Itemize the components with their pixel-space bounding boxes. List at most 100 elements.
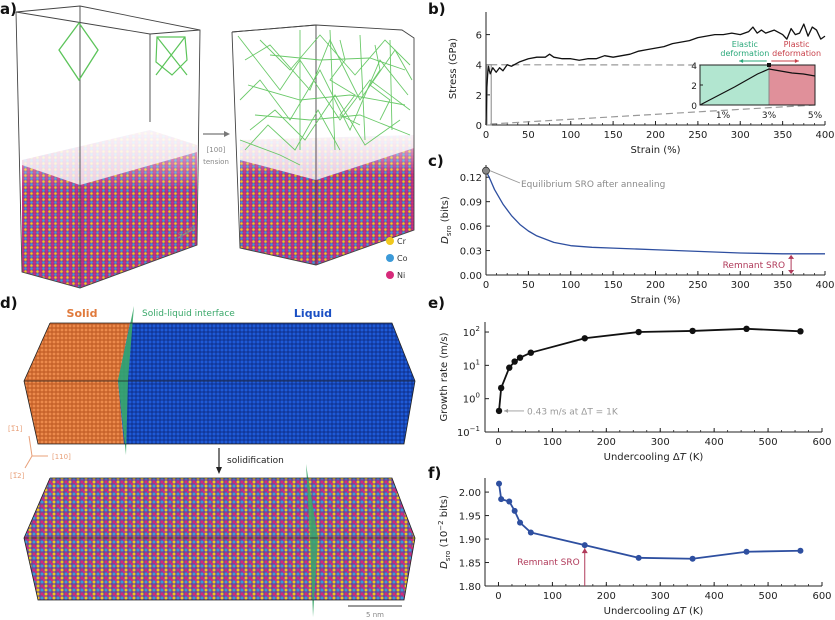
x-tick-label: 500	[759, 437, 778, 448]
data-point	[527, 529, 534, 536]
remnant-arrowhead-top	[788, 254, 795, 259]
dislocation-loop	[155, 36, 188, 76]
sample-before-tension: 5 nm	[15, 5, 201, 289]
legend-label-cr: Cr	[397, 237, 407, 246]
x-tick-label: 50	[522, 130, 535, 141]
axis-label-1m12: [1̅2]	[10, 472, 25, 480]
y-tick-label: 1.95	[459, 512, 481, 523]
data-point	[527, 349, 535, 356]
x-tick-label: 150	[604, 280, 623, 291]
y-tick-label: 2.00	[459, 488, 481, 499]
y-tick-label: 2	[476, 91, 482, 102]
x-tick-label: 400	[815, 280, 834, 291]
stress-curve	[485, 23, 826, 126]
x-axis-label: Undercooling ΔT (K)	[604, 452, 704, 463]
remnant-annotation: Remnant SRO	[517, 558, 580, 568]
data-point	[635, 328, 642, 336]
solidification-label: solidification	[227, 456, 284, 466]
arrow-label-line1: [100]	[207, 146, 226, 154]
x-tick-label: 200	[646, 280, 665, 291]
y-tick-label: 0.06	[460, 222, 482, 233]
arrow-label-line2: tension	[203, 158, 229, 166]
x-tick-label: 200	[646, 130, 665, 141]
axis-label-1m11: [1̅1]	[8, 425, 23, 433]
sro-curve	[485, 170, 825, 255]
x-tick-label: 350	[773, 130, 792, 141]
y-tick-label: 0.12	[460, 173, 482, 184]
interface-plane-2	[306, 464, 318, 617]
y-tick-label: 0.00	[460, 271, 482, 282]
x-tick-label: 500	[759, 591, 778, 602]
zoom-region	[486, 64, 492, 126]
data-point	[581, 335, 588, 342]
remnant-arrowhead	[581, 548, 588, 554]
inset-frame	[699, 64, 816, 106]
annotation-arrowhead	[504, 408, 509, 413]
remnant-annotation: Remnant SRO	[723, 261, 786, 271]
yield-marker	[767, 63, 771, 67]
x-tick-label: 250	[688, 280, 707, 291]
inset-chart: 0 2 4 1% 3% 5%	[691, 62, 822, 121]
y-tick-label: 0	[476, 121, 482, 132]
sro-undercooling-curve	[498, 483, 801, 560]
x-tick-label: 300	[651, 591, 670, 602]
cr-swatch	[386, 237, 394, 245]
data-point	[498, 496, 505, 503]
growth-annotation: 0.43 m/s at ΔT = 1K	[527, 407, 619, 417]
axis-label-110: [110]	[52, 453, 71, 461]
crystal-axes	[24, 435, 48, 469]
inset-curve	[699, 68, 816, 106]
inset-y-tick-label: 2	[691, 82, 697, 92]
x-tick-label: 200	[597, 437, 616, 448]
equilibrium-annotation: Equilibrium SRO after annealing	[521, 180, 665, 190]
sample-after-tension	[231, 24, 418, 266]
liquid-region-front	[118, 381, 415, 444]
data-point	[506, 498, 513, 505]
chart-e-growth-rate: 0 100 200 300 400 500 600 10−1 100 101 102 Undercoo…	[439, 322, 832, 463]
dislocation-network	[237, 29, 413, 166]
x-tick-label: 100	[543, 591, 562, 602]
inset-y-tick-label: 4	[691, 62, 697, 72]
y-tick-label: 1.80	[459, 582, 481, 593]
x-tick-label: 0	[495, 437, 501, 448]
legend-item-co: Co	[386, 254, 408, 263]
legend-item-ni: Ni	[386, 271, 405, 280]
plastic-region	[769, 65, 815, 105]
chart-f-sro-undercooling: 0 100 200 300 400 500 600 1.80 1.85 1.90 1.95 2.00 U…	[437, 478, 832, 617]
data-point	[689, 327, 696, 335]
y-axis-label: Stress (GPa)	[448, 38, 459, 99]
chart-b-stress-strain: 0 50 100 150 200 250 300 350 400 0 2 4 6 Strain (%) St…	[448, 12, 835, 156]
equilibrium-point	[482, 166, 490, 175]
y-tick-label: 1.90	[459, 535, 481, 546]
elastic-label-line2: deformation	[720, 49, 769, 58]
x-tick-label: 100	[561, 280, 580, 291]
y-axis-label: Growth rate (m/s)	[439, 332, 450, 421]
x-tick-label: 600	[812, 591, 831, 602]
data-point	[511, 358, 518, 365]
inset-x-tick-label: 5%	[808, 111, 823, 121]
ni-swatch	[386, 271, 394, 279]
inset-x-tick-label: 3%	[762, 111, 777, 121]
dislocation-loop	[58, 21, 99, 82]
x-tick-label: 100	[561, 130, 580, 141]
x-tick-label: 300	[731, 130, 750, 141]
inset-x-tick-label: 1%	[716, 111, 731, 121]
y-tick-label: 102	[463, 325, 480, 339]
x-tick-label: 0	[495, 591, 501, 602]
y-tick-label: 6	[476, 31, 482, 42]
x-tick-label: 300	[651, 437, 670, 448]
x-tick-label: 50	[522, 280, 535, 291]
y-axis-label: Dsro (bits)	[440, 196, 453, 244]
plastic-label-line2: deformation	[772, 49, 821, 58]
tension-arrow: [100] tension	[203, 131, 230, 166]
x-tick-label: 350	[773, 280, 792, 291]
solid-region-front	[24, 381, 124, 444]
co-swatch	[386, 254, 394, 262]
x-tick-label: 400	[815, 130, 834, 141]
x-tick-label: 100	[543, 437, 562, 448]
chart-c-sro-strain: 0 50 100 150 200 250 300 350 400 0.00 0.03 0.06 0.09…	[440, 165, 835, 306]
liquid-region-top	[118, 323, 415, 381]
y-tick-label: 1.85	[459, 559, 481, 570]
remnant-arrowhead-bottom	[788, 270, 795, 274]
x-tick-label: 400	[705, 591, 724, 602]
